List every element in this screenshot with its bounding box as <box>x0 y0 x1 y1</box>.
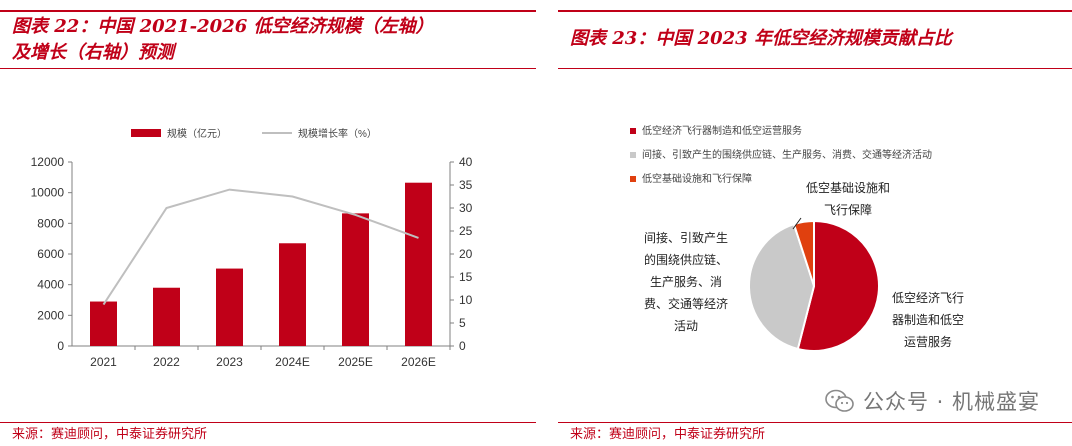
source-note: 来源：赛迪顾问，中泰证券研究所 <box>570 427 766 442</box>
right-tick-label: 20 <box>459 247 473 261</box>
legend-label: 间接、引致产生的围绕供应链、生产服务、消费、交通等经济活动 <box>642 148 932 161</box>
left-tick-label: 0 <box>57 339 64 353</box>
legend: 低空经济飞行器制造和低空运营服务间接、引致产生的围绕供应链、生产服务、消费、交通… <box>630 124 932 185</box>
pie-slice <box>796 219 880 352</box>
right-tick-label: 15 <box>459 270 473 284</box>
x-tick-label: 2024E <box>275 355 310 369</box>
chart-title: 图表 23：中国 2023 年低空经济规模贡献占比 <box>570 28 952 49</box>
left-tick-label: 4000 <box>37 278 64 292</box>
slice-leader-line <box>792 217 802 230</box>
right-tick-label: 35 <box>459 178 473 192</box>
x-tick-label: 2021 <box>90 355 117 369</box>
right-chart-panel: 图表 23：中国 2023 年低空经济规模贡献占比 低空经济飞行器制造和低空运营… <box>558 0 1072 446</box>
slice-label: 运营服务 <box>904 334 952 349</box>
right-tick-label: 40 <box>459 155 473 169</box>
pie-slice <box>792 219 815 287</box>
legend-swatch <box>630 128 636 134</box>
slice-label: 生产服务、消 <box>650 274 722 289</box>
x-tick-label: 2023 <box>216 355 243 369</box>
left-tick-label: 6000 <box>37 247 64 261</box>
bar <box>90 301 117 346</box>
legend-label-line: 规模增长率（%） <box>298 127 377 140</box>
chart-title: 图表 22：中国 2021-2026 低空经济规模（左轴） 及增长（右轴）预测 <box>12 14 434 66</box>
slice-label: 低空基础设施和 <box>806 181 890 195</box>
bar <box>216 268 243 346</box>
slice-label: 间接、引致产生 <box>644 230 728 245</box>
combo-chart: 规模（亿元） 规模增长率（%） 0 2000 4000 6000 8000 10000 1200… <box>31 127 473 369</box>
left-tick-label: 8000 <box>37 216 64 230</box>
chart-title-line2: 及增长（右轴）预测 <box>12 42 174 63</box>
top-rule <box>558 10 1072 12</box>
source-note: 来源：赛迪顾问，中泰证券研究所 <box>12 427 208 442</box>
left-tick-label: 2000 <box>37 308 64 322</box>
legend-swatch <box>630 176 636 182</box>
pie-slice <box>748 222 816 351</box>
slice-label: 器制造和低空 <box>892 313 964 327</box>
legend-swatch-bar <box>131 129 161 137</box>
pie-chart: 低空经济飞行器制造和低空运营服务间接、引致产生的围绕供应链、生产服务、消费、交通… <box>630 124 964 352</box>
legend: 规模（亿元） 规模增长率（%） <box>131 127 377 140</box>
legend-label: 低空基础设施和飞行保障 <box>642 172 752 185</box>
x-tick-label: 2022 <box>153 355 180 369</box>
left-tick-label: 10000 <box>31 186 65 200</box>
chart-title-line1: 图表 22：中国 2021-2026 低空经济规模（左轴） <box>12 16 434 37</box>
slice-label: 活动 <box>674 319 698 333</box>
slice-label: 费、交通等经济 <box>644 296 728 311</box>
slice-label: 低空经济飞行 <box>892 290 964 305</box>
x-tick-label: 2026E <box>401 355 436 369</box>
bottom-rule <box>0 422 536 423</box>
watermark-text: 公众号 · 机械盛宴 <box>862 390 1040 414</box>
legend-label: 低空经济飞行器制造和低空运营服务 <box>642 124 802 137</box>
left-tick-label: 12000 <box>31 155 65 169</box>
wechat-icon <box>825 389 855 418</box>
top-rule <box>0 10 536 12</box>
bar <box>342 213 369 346</box>
title-rule <box>0 68 536 69</box>
x-tick-label: 2025E <box>338 355 373 369</box>
legend-label-bar: 规模（亿元） <box>167 127 227 140</box>
bottom-rule <box>558 422 1072 423</box>
slice-label: 飞行保障 <box>824 202 872 217</box>
legend-swatch <box>630 152 636 158</box>
watermark: 公众号 · 机械盛宴 <box>825 386 1040 418</box>
slice-label: 的围绕供应链、 <box>644 252 728 267</box>
right-tick-label: 10 <box>459 293 473 307</box>
right-tick-label: 25 <box>459 224 473 238</box>
right-tick-label: 5 <box>459 316 466 330</box>
bar <box>153 287 180 346</box>
left-chart-panel: 图表 22：中国 2021-2026 低空经济规模（左轴） 及增长（右轴）预测 … <box>0 10 536 442</box>
right-tick-label: 30 <box>459 201 473 215</box>
title-rule <box>558 68 1072 69</box>
growth-line <box>102 188 419 306</box>
bar <box>405 182 432 346</box>
right-tick-label: 0 <box>459 339 466 353</box>
bar <box>279 243 306 346</box>
